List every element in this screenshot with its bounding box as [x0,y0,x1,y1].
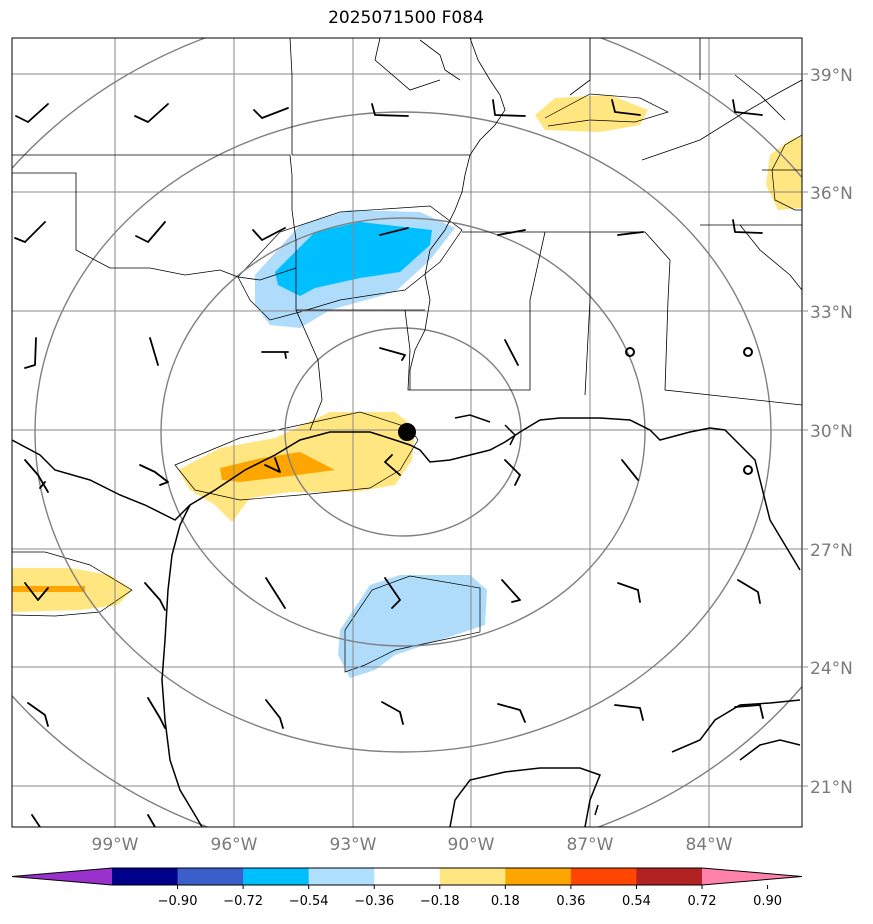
lon-label-99w: 99°W [92,835,139,855]
colorbar-extend-min [12,868,112,885]
lat-label-24n: 24°N [810,659,853,679]
colorbar-segment [570,868,637,885]
lon-label-87w: 87°W [567,835,614,855]
colorbar-segment [505,868,572,885]
state-borders [12,38,802,431]
colorbar-segment [439,868,506,885]
rivers [409,38,506,390]
colorbar-segment [243,868,310,885]
map-title: 2025071500 F084 [328,8,484,28]
colorbar-segment [636,868,703,885]
lat-label-27n: 27°N [810,541,853,561]
lon-label-96w: 96°W [211,835,258,855]
positive-anomaly-east [766,134,802,211]
lon-label-93w: 93°W [330,835,377,855]
lat-label-36n: 36°N [810,184,853,204]
lon-label-90w: 90°W [448,835,495,855]
coastline [12,414,801,827]
colorbar-tick-label: 0.54 [622,894,651,909]
positive-anomaly-texas [12,551,133,617]
colorbar-tick-label: −0.90 [158,894,198,909]
positive-anomaly-kentucky [535,93,669,132]
wind-barbs [14,99,764,827]
colorbar-tick-label: 0.36 [556,894,585,909]
calm-markers [625,347,753,475]
colorbar-extend-max [702,868,802,885]
lat-label-30n: 30°N [810,422,853,442]
colorbar-tick-label: −0.36 [354,894,394,909]
colorbar-segment [177,868,244,885]
map-area [12,38,802,827]
longitude-labels: 99°W 96°W 93°W 90°W 87°W 84°W [92,835,733,855]
positive-anomaly-louisiana [174,411,419,522]
map-frame [11,37,803,828]
colorbar-outline [11,867,803,886]
storm-center-marker [398,423,416,441]
gridlines [12,38,802,827]
colorbar-tick-label: 0.72 [688,894,717,909]
colorbar-tick-label: 0.90 [753,894,782,909]
lon-label-84w: 84°W [686,835,733,855]
lat-label-39n: 39°N [810,66,853,86]
colorbar-tick-label: 0.18 [491,894,520,909]
lat-label-21n: 21°N [810,778,853,798]
colorbar-tick-label: −0.72 [223,894,263,909]
colorbar: −0.90 −0.72 −0.54 −0.36 −0.18 0.18 0.36 0.54 0.7… [11,867,803,909]
colorbar-tick-label: −0.54 [289,894,329,909]
range-rings [12,38,802,827]
lat-label-33n: 33°N [810,303,853,323]
negative-anomaly-gulf [338,575,487,678]
colorbar-segment [112,868,179,885]
latitude-labels: 39°N 36°N 33°N 30°N 27°N 24°N 21°N [802,66,853,798]
colorbar-segment [308,868,375,885]
colorbar-segment [374,868,441,885]
colorbar-tick-label: −0.18 [420,894,460,909]
